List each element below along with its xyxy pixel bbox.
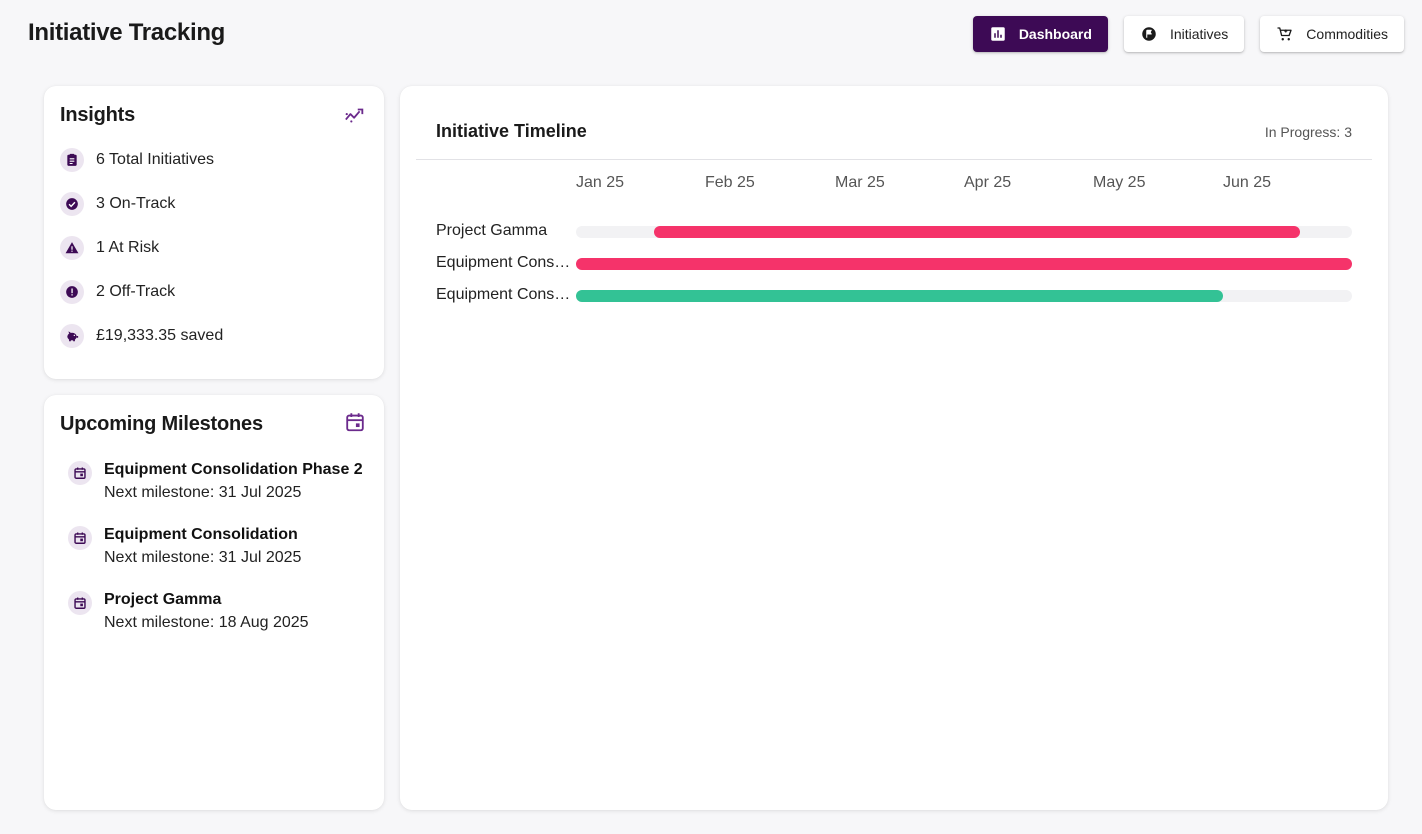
milestone-date: Next milestone: 18 Aug 2025 [104,614,309,631]
milestone-name: Project Gamma [104,591,222,608]
nav-commodities-label: Commodities [1306,26,1388,42]
month-label: Apr 25 [964,174,1012,191]
error-icon [66,286,78,298]
top-nav: Dashboard Initiatives Commodities [972,16,1404,52]
insights-card: Insights 6 Total Initiatives 3 On-Track … [44,86,384,379]
clipboard-icon [67,153,77,166]
nav-dashboard-button[interactable]: Dashboard [972,16,1108,52]
nav-commodities-button[interactable]: Commodities [1260,16,1404,52]
app-title: Initiative Tracking [28,19,226,46]
insight-total-text: 6 Total Initiatives [96,151,214,168]
insight-savings-badge [60,324,84,348]
bar-chart-icon [991,27,1005,41]
insight-savings: £19,333.35 saved [60,324,223,348]
calendar-icon [74,467,86,479]
month-label: Mar 25 [835,174,885,191]
timeline-row-label: Project Gamma [436,222,548,239]
insights-title: Insights [60,104,136,126]
nav-initiatives-button[interactable]: Initiatives [1123,16,1245,52]
milestone-badge [68,591,92,615]
timeline-row-label: Equipment Conso… [436,286,574,303]
timeline-title: Initiative Timeline [436,121,587,141]
insight-off-track-badge [60,280,84,304]
insight-off-track: 2 Off-Track [60,280,175,304]
insight-at-risk-text: 1 At Risk [96,239,160,256]
milestone-name: Equipment Consolidation Phase 2 [104,461,363,478]
timeline-bar[interactable] [576,290,1224,302]
insight-total: 6 Total Initiatives [60,148,214,172]
milestone-name: Equipment Consolidation [104,526,298,543]
month-label: Jan 25 [576,174,625,191]
timeline-status: In Progress: 3 [1264,124,1352,140]
timeline-row-label: Equipment Conso… [436,254,574,271]
check-circle-icon [66,198,78,210]
timeline-track [576,226,1352,238]
timeline-track [576,258,1352,270]
insight-on-track: 3 On-Track [60,192,175,216]
trending-icon [345,108,364,123]
milestones-title: Upcoming Milestones [60,413,263,435]
timeline-track [576,290,1352,302]
milestones-card: Upcoming Milestones Equipment Consolidat… [44,395,384,810]
nav-initiatives-label: Initiatives [1169,26,1229,42]
calendar-icon [74,597,86,609]
milestone-item[interactable]: Equipment Consolidation Phase 2 Next mil… [68,459,363,505]
insight-on-track-text: 3 On-Track [96,195,176,212]
flag-circle-icon [1142,27,1156,41]
insight-at-risk: 1 At Risk [60,236,159,260]
milestone-badge [68,461,92,485]
nav-dashboard-label: Dashboard [1018,26,1092,42]
shopping-cart-icon [1277,27,1292,41]
timeline-card: Initiative Timeline In Progress: 3 Jan 2… [400,86,1388,810]
milestone-badge [68,526,92,550]
timeline-divider [416,159,1372,160]
calendar-icon [346,413,364,432]
month-label: May 25 [1093,174,1146,191]
warning-icon [65,242,79,254]
milestone-item[interactable]: Equipment Consolidation Next milestone: … [68,524,301,570]
milestone-date: Next milestone: 31 Jul 2025 [104,484,302,501]
insight-at-risk-badge [60,236,84,260]
month-label: Feb 25 [705,174,755,191]
insight-total-badge [60,148,84,172]
timeline-bar[interactable] [576,258,1352,270]
insight-off-track-text: 2 Off-Track [96,283,176,300]
timeline-bar[interactable] [653,226,1300,238]
month-label: Jun 25 [1223,174,1272,191]
calendar-icon [74,532,86,544]
piggy-bank-icon [67,331,79,342]
insight-on-track-badge [60,192,84,216]
milestone-item[interactable]: Project Gamma Next milestone: 18 Aug 202… [68,589,309,635]
insight-savings-text: £19,333.35 saved [96,327,224,344]
milestone-date: Next milestone: 31 Jul 2025 [104,549,302,566]
